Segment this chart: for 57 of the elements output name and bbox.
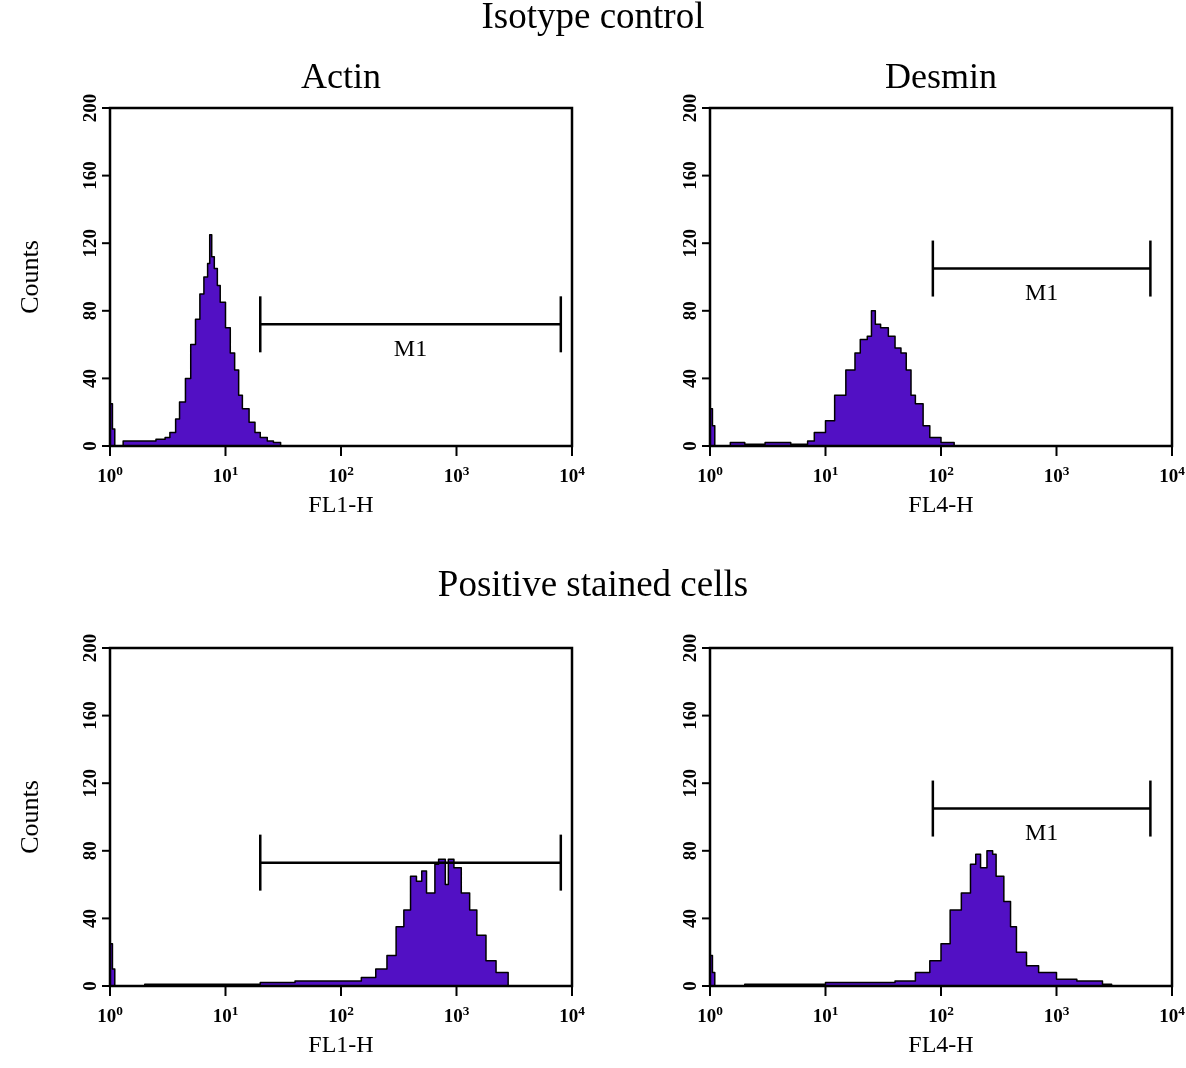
- y-tick-label: 80: [79, 301, 100, 321]
- chart-subtitle: Actin: [301, 56, 381, 96]
- y-tick-label: 120: [79, 768, 100, 798]
- y-tick-label: 40: [79, 908, 100, 928]
- y-tick-label: 40: [679, 908, 700, 928]
- y-tick-label: 200: [79, 633, 100, 663]
- y-tick-label: 80: [679, 301, 700, 321]
- x-tick-label: 10$^{0}$: [697, 462, 724, 486]
- y-tick-label: 0: [679, 981, 700, 991]
- y-tick-label: 120: [679, 228, 700, 258]
- y-tick-label: 0: [79, 981, 100, 991]
- chart-subtitle: Desmin: [885, 56, 997, 96]
- y-axis-title: Counts: [15, 240, 44, 314]
- y-tick-label: 160: [79, 701, 100, 730]
- y-tick-label: 0: [679, 441, 700, 451]
- y-tick-label: 200: [679, 633, 700, 663]
- x-axis-title: FL4-H: [908, 1031, 974, 1057]
- x-tick-label: 10$^{2}$: [328, 1002, 355, 1026]
- x-tick-label: 10$^{4}$: [559, 1002, 586, 1026]
- x-tick-label: 10$^{0}$: [97, 1002, 124, 1026]
- annotation: M1: [1024, 279, 1059, 306]
- y-tick-label: 160: [679, 161, 700, 190]
- x-tick-label: 10$^{1}$: [212, 462, 239, 486]
- x-tick-label: 10$^{2}$: [928, 462, 955, 486]
- x-axis-title: FL1-H: [308, 491, 374, 517]
- x-axis-title: FL1-H: [308, 1031, 374, 1057]
- x-tick-label: 10$^{3}$: [1043, 1002, 1070, 1026]
- y-tick-label: 120: [679, 768, 700, 798]
- y-tick-label: 40: [679, 368, 700, 388]
- x-tick-label: 10$^{2}$: [928, 1002, 955, 1026]
- y-axis-title: Counts: [15, 780, 44, 854]
- x-tick-label: 10$^{3}$: [1043, 462, 1070, 486]
- x-axis-title: FL4-H: [908, 491, 974, 517]
- y-tick-label: 80: [679, 841, 700, 861]
- y-tick-label: 160: [79, 161, 100, 190]
- x-tick-label: 10$^{0}$: [97, 462, 124, 486]
- x-tick-label: 10$^{3}$: [443, 1002, 470, 1026]
- x-tick-label: 10$^{4}$: [1159, 462, 1186, 486]
- x-tick-label: 10$^{1}$: [212, 1002, 239, 1026]
- x-tick-label: 10$^{3}$: [443, 462, 470, 486]
- y-tick-label: 200: [79, 93, 100, 123]
- y-tick-label: 120: [79, 228, 100, 258]
- annotation: M1: [1024, 819, 1059, 846]
- x-tick-label: 10$^{1}$: [812, 462, 839, 486]
- chart-title: Positive stained cells: [437, 563, 749, 604]
- y-tick-label: 0: [79, 441, 100, 451]
- x-tick-label: 10$^{4}$: [559, 462, 586, 486]
- y-tick-label: 200: [679, 93, 700, 123]
- y-tick-label: 160: [679, 701, 700, 730]
- annotation: M1: [393, 334, 428, 361]
- x-tick-label: 10$^{1}$: [812, 1002, 839, 1026]
- x-tick-label: 10$^{4}$: [1159, 1002, 1186, 1026]
- x-tick-label: 10$^{0}$: [697, 1002, 724, 1026]
- y-tick-label: 40: [79, 368, 100, 388]
- y-tick-label: 80: [79, 841, 100, 861]
- chart-title: Isotype control: [481, 0, 705, 36]
- x-tick-label: 10$^{2}$: [328, 462, 355, 486]
